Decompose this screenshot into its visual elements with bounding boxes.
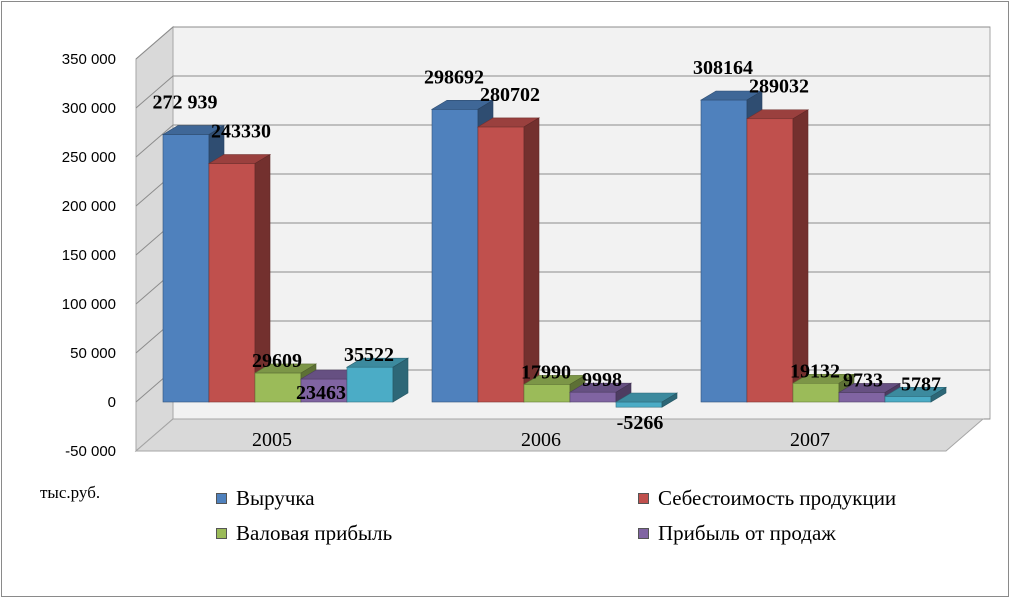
- gridline: [135, 26, 990, 60]
- data-label: 29609: [252, 350, 302, 372]
- bar: [431, 108, 479, 403]
- legend-swatch-revenue: [216, 492, 227, 504]
- x-tick-label: 2007: [790, 429, 830, 451]
- legend-item-sales-profit: Прибыль от продаж: [638, 520, 836, 545]
- bar: [208, 163, 256, 403]
- bar: [346, 366, 394, 403]
- data-label: 308164: [693, 57, 753, 79]
- data-label: 280702: [480, 84, 540, 106]
- y-tick-label: 0: [108, 394, 116, 411]
- legend-swatch-gross-profit: [216, 527, 227, 539]
- legend-label-gross-profit: Валовая прибыль: [236, 520, 393, 545]
- y-tick-label: 100 000: [62, 296, 116, 313]
- gridline: [135, 75, 990, 109]
- legend-label-cost: Себестоимость продукции: [658, 485, 897, 510]
- bar-side: [930, 386, 947, 403]
- legend-item-revenue: Выручка: [216, 485, 315, 510]
- y-tick-label: -50 000: [65, 443, 116, 460]
- bar: [884, 396, 932, 403]
- bar: [523, 384, 571, 403]
- bar: [838, 392, 886, 403]
- bar: [162, 134, 210, 403]
- bar-side: [661, 392, 678, 408]
- data-label: -5266: [617, 412, 664, 434]
- bar: [746, 118, 794, 403]
- bar: [792, 382, 840, 403]
- bar: [700, 99, 748, 403]
- legend-swatch-cost: [638, 492, 649, 504]
- legend-label-sales-profit: Прибыль от продаж: [658, 520, 836, 545]
- bar: [477, 126, 525, 403]
- data-label: 5787: [901, 373, 941, 395]
- bar-side: [792, 109, 809, 403]
- data-label: 19132: [790, 360, 840, 382]
- bar: [254, 372, 302, 403]
- data-label: 9998: [582, 369, 622, 391]
- data-label: 289032: [749, 76, 809, 98]
- data-label: 272 939: [153, 92, 218, 114]
- y-tick-label: 50 000: [70, 345, 116, 362]
- floor: [134, 418, 985, 452]
- data-label: 298692: [424, 66, 484, 88]
- bar-side: [523, 117, 540, 403]
- x-tick-label: 2006: [521, 429, 561, 451]
- y-tick-label: 200 000: [62, 198, 116, 215]
- bar: [569, 391, 617, 403]
- legend-item-cost: Себестоимость продукции: [638, 485, 897, 510]
- bar-side: [392, 357, 409, 403]
- y-tick-label: 300 000: [62, 100, 116, 117]
- bar: [615, 401, 663, 408]
- data-label: 9733: [843, 369, 883, 391]
- legend-swatch-sales-profit: [638, 527, 649, 539]
- data-label: 17990: [521, 361, 571, 383]
- data-label: 35522: [344, 344, 394, 366]
- data-label: 23463: [296, 382, 346, 404]
- data-label: 243330: [211, 121, 271, 143]
- y-unit-label: тыс.руб.: [40, 483, 101, 502]
- x-tick-label: 2005: [252, 429, 292, 451]
- y-tick-label: 350 000: [62, 51, 116, 68]
- y-tick-label: 150 000: [62, 247, 116, 264]
- y-tick-label: 250 000: [62, 149, 116, 166]
- legend-item-gross-profit: Валовая прибыль: [216, 520, 393, 545]
- legend-label-revenue: Выручка: [236, 485, 315, 510]
